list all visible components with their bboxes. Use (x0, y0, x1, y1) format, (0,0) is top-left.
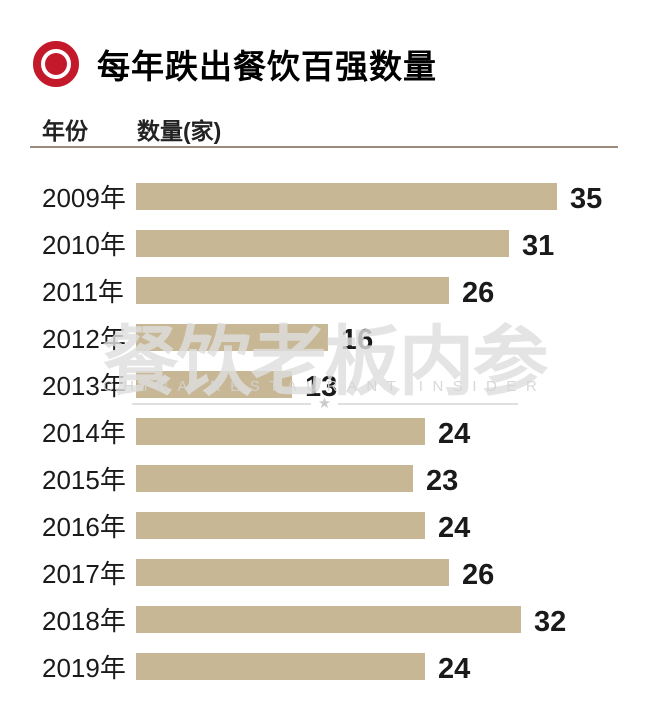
bar (136, 512, 425, 539)
year-label: 2011年 (42, 277, 124, 307)
bullseye-icon (33, 41, 79, 87)
bar-row: 2014年 24 (0, 408, 649, 455)
bar-row: 2009年 35 (0, 173, 649, 220)
bar (136, 230, 509, 257)
bar (136, 559, 449, 586)
bar (136, 606, 521, 633)
bar-row: 2012年 16 (0, 314, 649, 361)
bar (136, 183, 557, 210)
bar-row: 2019年 24 (0, 643, 649, 690)
year-label: 2017年 (42, 559, 126, 589)
value-label: 24 (438, 653, 471, 685)
year-label: 2019年 (42, 653, 126, 683)
value-label: 24 (438, 512, 471, 544)
year-label: 2018年 (42, 606, 126, 636)
year-label: 2015年 (42, 465, 126, 495)
value-label: 26 (462, 277, 495, 309)
bar (136, 653, 425, 680)
year-label: 2009年 (42, 183, 126, 213)
bar-chart: 2009年 35 2010年 31 2011年 26 2012年 16 2013… (0, 173, 649, 690)
value-label: 26 (462, 559, 495, 591)
value-label: 31 (522, 230, 555, 262)
header-divider (30, 146, 618, 148)
bullseye-icon-center (45, 53, 67, 75)
bar (136, 277, 449, 304)
year-label: 2013年 (42, 371, 126, 401)
bar-row: 2018年 32 (0, 596, 649, 643)
column-header-count: 数量(家) (137, 118, 222, 144)
bar-row: 2015年 23 (0, 455, 649, 502)
value-label: 35 (570, 183, 603, 215)
year-label: 2014年 (42, 418, 126, 448)
bar (136, 324, 328, 351)
value-label: 16 (341, 324, 374, 356)
bar-row: 2017年 26 (0, 549, 649, 596)
chart-header: 每年跌出餐饮百强数量 (33, 38, 437, 90)
bar (136, 371, 292, 398)
bar-row: 2011年 26 (0, 267, 649, 314)
value-label: 23 (426, 465, 459, 497)
year-label: 2010年 (42, 230, 126, 260)
page-title: 每年跌出餐饮百强数量 (97, 48, 437, 85)
value-label: 24 (438, 418, 471, 450)
column-header-year: 年份 (42, 118, 88, 144)
year-label: 2012年 (42, 324, 126, 354)
year-label: 2016年 (42, 512, 126, 542)
value-label: 32 (534, 606, 567, 638)
bar-row: 2013年 13 (0, 361, 649, 408)
value-label: 13 (305, 371, 338, 403)
bar-row: 2010年 31 (0, 220, 649, 267)
bar (136, 418, 425, 445)
bar-row: 2016年 24 (0, 502, 649, 549)
column-headers: 年份 数量(家) (0, 112, 649, 144)
bar (136, 465, 413, 492)
